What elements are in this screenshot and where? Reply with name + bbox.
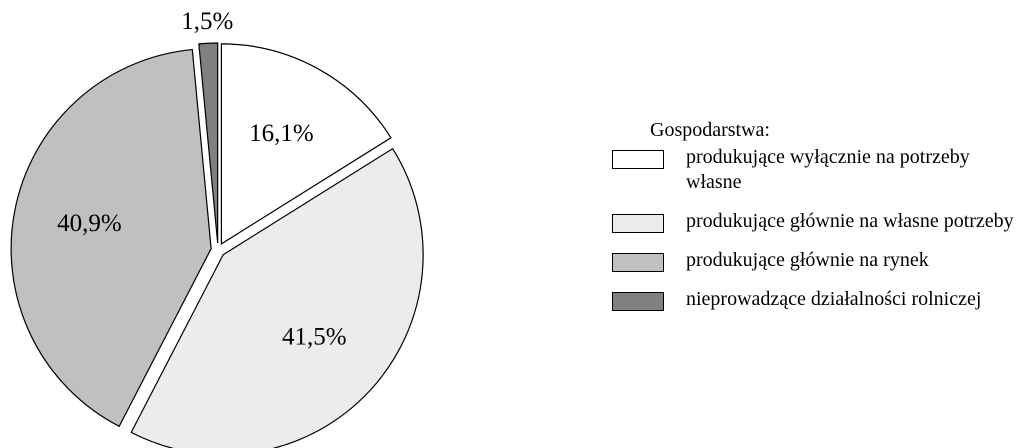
legend-swatch bbox=[612, 292, 664, 311]
data-label: 1,5% bbox=[181, 8, 233, 35]
data-label: 16,1% bbox=[249, 120, 314, 147]
data-label: 40,9% bbox=[57, 210, 122, 237]
legend-label: nieprowadzące działalności rolniczej bbox=[686, 288, 982, 310]
pie-slice bbox=[10, 48, 212, 428]
data-label: 41,5% bbox=[282, 324, 347, 351]
legend: Gospodarstwa: produkujące wyłącznie na p… bbox=[612, 118, 1022, 326]
pie-chart: 16,1% 41,5% 40,9% 1,5% bbox=[10, 8, 424, 448]
legend-swatch bbox=[612, 214, 664, 233]
pie-slice bbox=[130, 147, 424, 448]
legend-entry: nieprowadzące działalności rolniczej bbox=[612, 287, 1022, 312]
legend-swatch bbox=[612, 150, 664, 169]
legend-label: produkujące głównie na własne potrzeby bbox=[686, 210, 1014, 232]
pie-slice bbox=[198, 42, 219, 244]
legend-entry: produkujące głównie na rynek bbox=[612, 248, 1022, 273]
legend-swatch bbox=[612, 253, 664, 272]
legend-entry: produkujące wyłącznie na potrzeby własne bbox=[612, 145, 1022, 195]
legend-label: produkujące głównie na rynek bbox=[686, 249, 929, 271]
legend-title: Gospodarstwa: bbox=[650, 119, 770, 141]
pie-slice bbox=[220, 43, 392, 245]
legend-entry: produkujące głównie na własne potrzeby bbox=[612, 209, 1022, 234]
legend-label: produkujące wyłącznie na potrzeby własne bbox=[686, 146, 970, 193]
